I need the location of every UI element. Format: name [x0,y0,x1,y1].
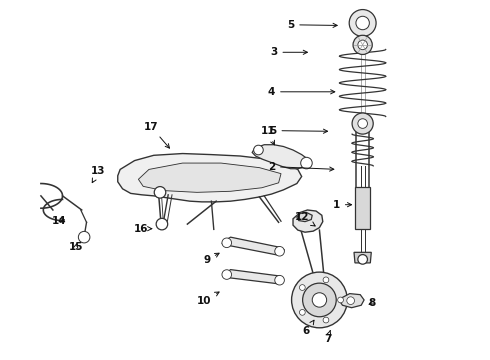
Ellipse shape [154,186,166,198]
Ellipse shape [352,113,373,134]
Text: 10: 10 [197,292,219,306]
Text: 17: 17 [144,122,170,148]
Text: 7: 7 [324,331,331,344]
Ellipse shape [299,285,305,291]
Ellipse shape [356,16,369,30]
Text: 13: 13 [91,166,106,183]
Text: 12: 12 [294,212,315,226]
Ellipse shape [78,231,90,243]
Text: 5: 5 [287,20,337,30]
Text: 8: 8 [368,298,375,308]
Ellipse shape [358,40,368,50]
Polygon shape [118,154,302,202]
Ellipse shape [299,310,305,315]
Polygon shape [138,163,281,192]
Ellipse shape [222,270,232,279]
Text: 11: 11 [260,126,275,145]
Polygon shape [252,145,308,169]
Ellipse shape [353,35,372,54]
Ellipse shape [323,317,329,323]
Ellipse shape [338,297,343,303]
Ellipse shape [292,272,347,328]
Polygon shape [223,270,283,284]
Ellipse shape [303,283,336,317]
Ellipse shape [312,293,327,307]
Ellipse shape [222,238,232,248]
Text: 5: 5 [269,126,328,136]
Ellipse shape [275,275,284,285]
Ellipse shape [347,297,354,305]
Text: 9: 9 [203,253,219,265]
Text: 15: 15 [69,242,83,252]
Ellipse shape [358,255,368,264]
Text: 16: 16 [134,224,152,234]
Text: 4: 4 [268,87,335,97]
Ellipse shape [323,277,329,283]
Text: 3: 3 [270,47,307,57]
Ellipse shape [349,10,376,36]
Ellipse shape [301,157,312,169]
Text: 6: 6 [303,320,314,336]
Polygon shape [222,237,284,255]
Polygon shape [355,187,370,229]
Polygon shape [354,252,371,263]
Text: 14: 14 [51,216,66,226]
Polygon shape [297,212,312,222]
Ellipse shape [275,247,284,256]
Polygon shape [340,294,364,308]
Text: 1: 1 [333,200,352,210]
Ellipse shape [358,119,368,129]
Polygon shape [293,210,323,232]
Text: 2: 2 [268,162,334,172]
Ellipse shape [156,218,168,230]
Ellipse shape [254,145,263,155]
